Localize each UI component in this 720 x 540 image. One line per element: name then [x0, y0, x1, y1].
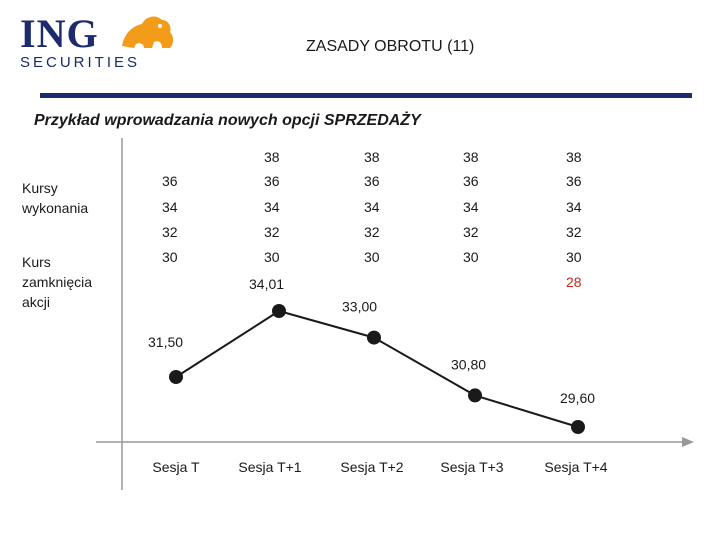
close-price-value: 34,01	[249, 276, 284, 292]
session-label: Sesja T+1	[238, 459, 301, 475]
strike-label: 34	[162, 199, 178, 215]
session-label: Sesja T+4	[544, 459, 607, 475]
strike-label: 38	[264, 149, 280, 165]
new-strike-label: 28	[566, 274, 582, 290]
page-title: ZASADY OBROTU (11)	[306, 38, 475, 55]
close-price-line	[175, 309, 579, 428]
strike-label: 30	[364, 249, 380, 265]
slide-subtitle: Przykład wprowadzania nowych opcji SPRZE…	[34, 112, 421, 129]
strike-label: 32	[566, 224, 582, 240]
close-price-value: 31,50	[148, 334, 183, 350]
strike-label: 36	[463, 173, 479, 189]
close-price-point	[169, 370, 183, 384]
strike-label: 34	[264, 199, 280, 215]
strike-label: 36	[162, 173, 178, 189]
strike-label: 34	[364, 199, 380, 215]
strike-label: 34	[566, 199, 582, 215]
strike-label: 38	[463, 149, 479, 165]
session-label: Sesja T+3	[440, 459, 503, 475]
strike-label: 32	[364, 224, 380, 240]
close-price-points: 31,50 34,01 33,00 30,80 29,60	[148, 276, 595, 434]
close-price-value: 30,80	[451, 356, 486, 372]
close-price-label: Kurs zamknięcia akcji	[22, 254, 93, 310]
close-price-point	[571, 420, 585, 434]
x-axis-arrow	[682, 437, 694, 447]
strikes-label: Kursy wykonania	[22, 180, 89, 216]
close-price-value: 29,60	[560, 390, 595, 406]
strike-label: 32	[162, 224, 178, 240]
strike-label: 30	[264, 249, 280, 265]
strike-label: 38	[566, 149, 582, 165]
close-price-point	[272, 304, 286, 318]
strike-label: 36	[566, 173, 582, 189]
strike-label: 30	[162, 249, 178, 265]
close-price-point	[367, 330, 381, 345]
strike-label: 32	[463, 224, 479, 240]
session-label: Sesja T	[152, 459, 200, 475]
session-labels: Sesja T Sesja T+1 Sesja T+2 Sesja T+3 Sesja …	[152, 459, 607, 475]
close-price-value: 33,00	[342, 299, 377, 315]
header-rule	[40, 93, 692, 98]
strike-label: 34	[463, 199, 479, 215]
close-price-point	[468, 388, 482, 403]
session-label: Sesja T+2	[340, 459, 403, 475]
strike-label: 38	[364, 149, 380, 165]
strike-label: 32	[264, 224, 280, 240]
lion-icon	[122, 16, 173, 48]
strike-label: 30	[566, 249, 582, 265]
strike-label: 36	[264, 173, 280, 189]
strike-label: 30	[463, 249, 479, 265]
strike-columns: 36 34 32 30 38 36 34 32 30 38 36 34 32 30 38 36 34 32 30 38…	[162, 149, 582, 290]
ing-securities-logo: ING SECURITIES	[16, 10, 176, 74]
logo-securities-text: SECURITIES	[20, 54, 141, 71]
logo-ing-text: ING	[20, 11, 99, 56]
strike-label: 36	[364, 173, 380, 189]
